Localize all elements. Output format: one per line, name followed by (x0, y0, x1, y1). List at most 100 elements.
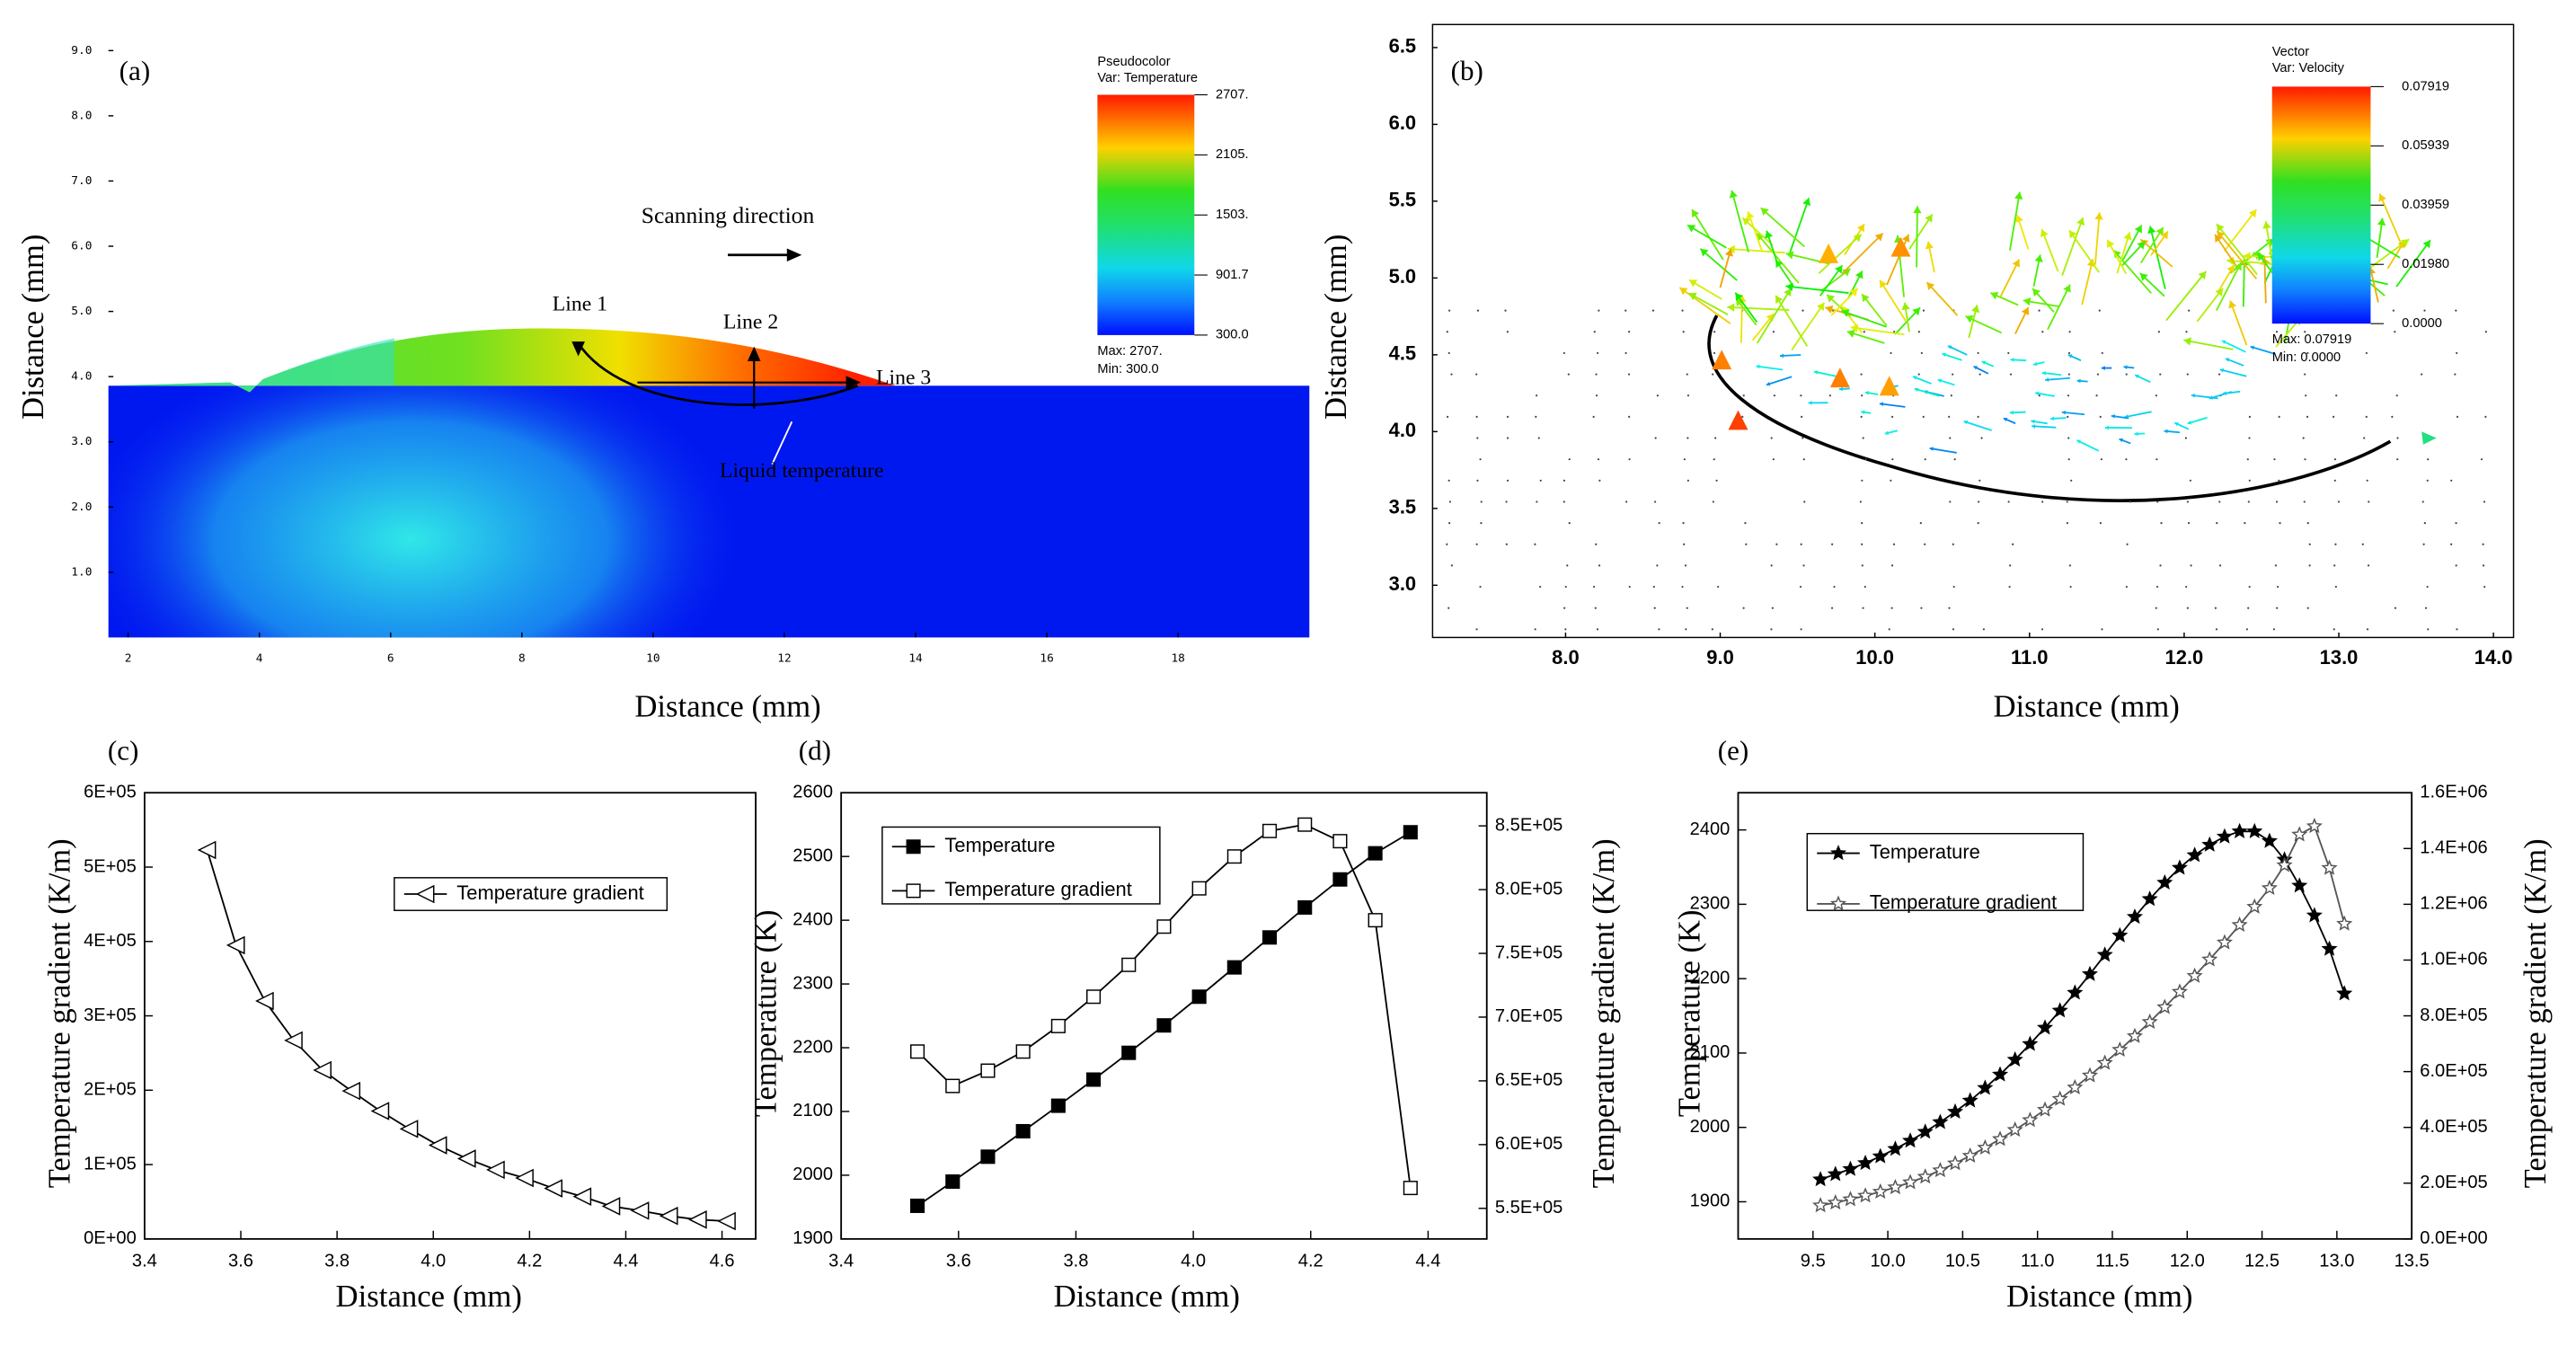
vector-head (1829, 368, 1850, 388)
grid-dot (1628, 415, 1631, 418)
x-tick-label: 10.0 (1855, 646, 1894, 669)
grid-dot (1448, 522, 1451, 525)
marker (2291, 877, 2308, 893)
vector-arrow (1879, 279, 1907, 322)
vector-arrow (1929, 447, 1957, 454)
marker (945, 1173, 960, 1190)
legend-label: Temperature (944, 834, 1055, 856)
x-tick-label: 18 (1171, 652, 1184, 666)
vector-arrow (1766, 376, 1793, 386)
vector-head (2147, 226, 2156, 235)
grid-dot (1861, 543, 1863, 545)
grid-dot (1656, 394, 1660, 397)
grid-dot (1475, 543, 1478, 545)
x-tick-label: 4.0 (1181, 1252, 1206, 1271)
grid-dot (1476, 309, 1480, 312)
colorbar-tick-label: 2707. (1216, 87, 1249, 102)
marker (1297, 899, 1313, 915)
marker (1977, 1079, 1994, 1095)
grid-dot (1890, 351, 1892, 355)
vector-head (1819, 244, 1839, 263)
marker (1812, 1197, 1829, 1213)
grid-dot (1598, 564, 1601, 567)
marker (1857, 1154, 1874, 1171)
grid-dot (1568, 458, 1571, 461)
vector-head (2123, 365, 2128, 369)
grid-dot (1717, 585, 1720, 589)
grid-dot (2306, 607, 2309, 609)
y-axis-label: Distance (mm) (16, 235, 50, 420)
x-tick-label: 3.6 (228, 1252, 253, 1271)
marker (1368, 846, 1383, 861)
grid-dot (2101, 628, 2103, 631)
x-tick-label: 12.5 (2244, 1252, 2279, 1271)
marker (2306, 818, 2323, 834)
x-tick-label: 10.5 (1945, 1252, 1980, 1271)
y2-tick-label: 6.0E+05 (2420, 1061, 2487, 1081)
vector-head (1913, 376, 1917, 380)
grid-dot (1447, 351, 1450, 355)
marker (1872, 1182, 1889, 1200)
marker (1297, 817, 1313, 832)
vector-head (2257, 252, 2266, 261)
grid-dot (2099, 415, 2102, 418)
grid-dot (1598, 479, 1601, 482)
marker (2156, 998, 2173, 1014)
y-tick-label: 3.0 (1389, 572, 1417, 595)
grid-dot (2041, 331, 2044, 333)
grid-dot (1446, 543, 1448, 545)
grid-dot (1920, 607, 1923, 609)
grid-dot (2456, 628, 2458, 631)
y-axis-label: Temperature (K) (749, 909, 783, 1117)
marker (428, 1136, 447, 1155)
annotation: Scanning direction (642, 202, 815, 228)
marker (1902, 1173, 1919, 1190)
marker (688, 1210, 707, 1229)
grid-dot (2007, 351, 2010, 355)
vector-head (1846, 329, 1855, 338)
vector-head (1724, 248, 1733, 257)
grid-dot (2101, 351, 2103, 355)
marker (1050, 1098, 1066, 1113)
grid-dot (2421, 500, 2424, 503)
grid-dot (2333, 564, 2336, 567)
vector-head (2123, 232, 2132, 241)
y2-tick-label: 1.6E+06 (2420, 783, 2487, 802)
vector-head (2014, 191, 2023, 200)
marker (1977, 1138, 1994, 1156)
grid-dot (1592, 585, 1596, 589)
vector-head (2421, 431, 2437, 445)
vector-head (2076, 439, 2081, 444)
vector-head (2174, 421, 2179, 427)
vector-head (1914, 387, 1919, 392)
vector-head (2032, 288, 2040, 297)
grid-dot (1656, 564, 1659, 567)
grid-dot (1681, 309, 1684, 312)
marker (2156, 873, 2173, 890)
marker (2246, 822, 2263, 838)
grid-dot (1980, 437, 1983, 439)
grid-dot (2279, 522, 2281, 525)
x-tick-label: 4.2 (517, 1252, 542, 1271)
vector-head (1766, 381, 1771, 386)
grid-dot (1653, 607, 1656, 609)
grid-dot (2247, 607, 2250, 609)
grid-dot (2450, 543, 2453, 545)
grid-dot (1712, 373, 1714, 376)
grid-dot (1948, 415, 1951, 418)
vector-head (2378, 193, 2386, 202)
grid-dot (1775, 543, 1778, 545)
y-tick-label: 9.0 (71, 44, 92, 58)
grid-dot (2155, 607, 2157, 609)
colorbar-tick-label: 1503. (1216, 208, 1249, 222)
marker (1121, 957, 1137, 972)
grid-dot (1596, 628, 1599, 631)
colorbar-tick-label: 0.0000 (2402, 316, 2442, 331)
marker (2067, 984, 2084, 1000)
grid-dot (2483, 500, 2486, 503)
vector-arrow (1731, 190, 1749, 252)
y2-tick-label: 4.0E+05 (2420, 1117, 2487, 1137)
annotation: Line 1 (553, 293, 607, 316)
grid-dot (1830, 607, 1834, 609)
grid-dot (1742, 607, 1745, 609)
